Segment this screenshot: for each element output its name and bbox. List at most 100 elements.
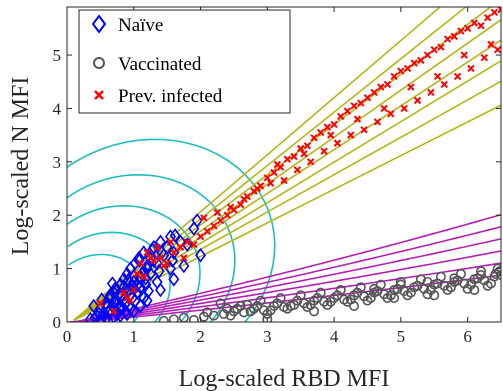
point-infected <box>493 46 501 54</box>
point-infected <box>96 299 105 308</box>
y-tick-label: 5 <box>53 46 62 65</box>
legend-label-infected: Prev. infected <box>118 86 223 107</box>
point-naive <box>153 263 165 279</box>
x-tick-label: 2 <box>196 327 205 346</box>
point-infected <box>427 88 435 97</box>
infected-contour <box>73 59 501 322</box>
y-tick-label: 0 <box>53 313 62 332</box>
data-points <box>84 7 501 322</box>
point-infected <box>120 288 128 297</box>
point-infected <box>300 150 308 158</box>
point-infected <box>333 139 342 147</box>
point-infected <box>263 174 272 182</box>
point-vaccinated <box>462 283 473 294</box>
point-infected <box>327 131 335 139</box>
point-vaccinated <box>322 299 333 310</box>
y-axis-label: Log-scaled N MFI <box>8 77 34 256</box>
point-vaccinated <box>349 300 360 311</box>
point-infected <box>270 168 278 177</box>
point-naive <box>113 301 125 316</box>
point-infected <box>433 72 442 81</box>
point-vaccinated <box>475 270 486 281</box>
point-vaccinated <box>168 314 179 322</box>
point-infected <box>196 232 205 241</box>
point-naive <box>131 278 143 294</box>
legend-marker-naive <box>91 14 107 34</box>
point-infected <box>236 200 245 209</box>
point-infected <box>240 195 248 203</box>
point-infected <box>443 35 452 43</box>
point-vaccinated <box>158 315 169 322</box>
point-naive <box>144 266 156 282</box>
point-vaccinated <box>362 295 373 306</box>
point-infected <box>126 296 135 305</box>
point-naive <box>116 299 128 315</box>
point-infected <box>170 248 178 257</box>
point-vaccinated <box>309 306 320 317</box>
point-vaccinated <box>202 307 213 318</box>
point-naive <box>166 253 178 268</box>
point-infected <box>400 104 408 113</box>
point-infected <box>160 262 168 270</box>
point-vaccinated <box>449 273 460 284</box>
x-tick-label: 5 <box>397 327 406 346</box>
point-naive <box>142 283 154 299</box>
point-vaccinated <box>215 298 226 309</box>
point-vaccinated <box>422 289 433 300</box>
point-infected <box>423 51 432 59</box>
legend-box <box>78 9 291 114</box>
point-vaccinated <box>252 300 263 311</box>
point-infected <box>460 51 468 59</box>
point-vaccinated <box>262 314 273 322</box>
point-infected <box>203 227 211 235</box>
point-infected <box>176 243 185 251</box>
point-infected <box>130 286 138 294</box>
y-tick-label: 4 <box>53 99 62 118</box>
point-infected <box>477 21 485 30</box>
point-infected <box>397 67 405 75</box>
point-naive <box>181 237 193 252</box>
point-vaccinated <box>222 303 233 314</box>
point-infected <box>190 240 198 249</box>
point-infected <box>283 155 292 163</box>
point-infected <box>347 131 355 139</box>
point-vaccinated <box>389 292 400 303</box>
point-naive <box>151 274 163 290</box>
point-vaccinated <box>422 276 433 287</box>
point-infected <box>290 152 298 161</box>
vaccinated-contour <box>70 238 501 322</box>
vaccinated-contour <box>70 250 501 322</box>
point-infected <box>143 248 151 257</box>
point-vaccinated <box>188 314 199 322</box>
point-vaccinated <box>469 284 480 295</box>
point-infected <box>403 64 412 73</box>
point-naive <box>133 253 145 268</box>
point-infected <box>320 147 328 155</box>
point-infected <box>470 19 478 27</box>
point-infected <box>480 54 489 62</box>
point-vaccinated <box>282 303 293 314</box>
point-infected <box>413 96 422 105</box>
legend-marker-infected <box>94 90 104 100</box>
point-infected <box>450 32 458 41</box>
point-infected <box>337 112 345 121</box>
point-infected <box>353 115 362 123</box>
point-infected <box>390 72 398 81</box>
point-infected <box>307 158 315 166</box>
x-tick-label: 4 <box>330 327 339 346</box>
point-infected <box>467 64 475 73</box>
point-infected <box>407 83 415 91</box>
x-tick-label: 0 <box>63 327 72 346</box>
point-infected <box>213 208 221 217</box>
point-vaccinated <box>494 266 501 277</box>
point-infected <box>183 238 191 246</box>
point-infected <box>383 80 392 89</box>
point-infected <box>180 254 188 262</box>
point-vaccinated <box>369 283 380 294</box>
point-infected <box>437 43 445 51</box>
point-infected <box>330 120 338 129</box>
point-infected <box>457 27 465 35</box>
naive-contour <box>67 204 201 322</box>
point-infected <box>360 126 368 134</box>
